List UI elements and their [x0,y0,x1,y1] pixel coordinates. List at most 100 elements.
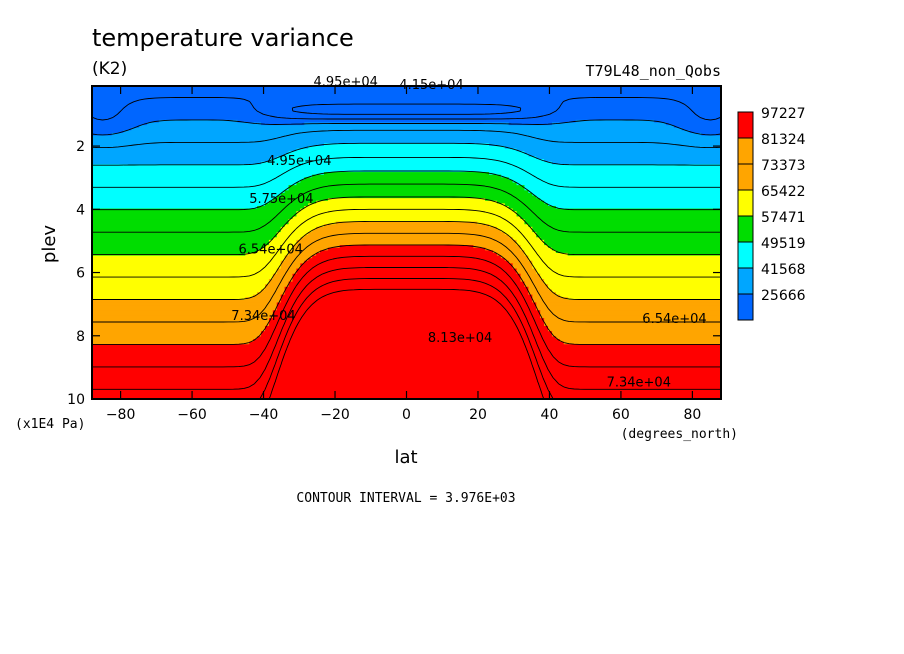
contour-band-cell [272,312,541,317]
contour-band-cell [92,310,274,314]
contour-band-cell [492,250,526,254]
legend-level-label: 73373 [761,158,806,174]
contour-band-cell [520,216,721,220]
contour-band-cell [524,250,557,254]
contour-band-cell [253,339,561,343]
y-axis-label: plev [39,225,60,264]
contour-band-cell [92,135,721,139]
contour-line [92,267,721,390]
chart-title: temperature variance [92,24,354,52]
contour-band-cell [532,226,721,231]
contour-band-cell [540,312,721,317]
contour-band-cell [92,305,278,309]
contour-band-cell [323,143,490,147]
contour-band-cell [473,245,522,249]
contour-band-cell [296,148,518,152]
contour-band-cell [532,263,721,267]
contour-band-cell [268,320,545,324]
contour-band-cell [92,284,266,288]
contour-band-cell [276,232,309,236]
legend-swatch [737,189,754,217]
contour-band-cell [92,268,278,272]
contour-band-cell [264,328,549,332]
contour-band-cell [280,265,301,270]
contour-band-cell [312,229,502,233]
contour-band-cell [524,219,721,223]
y-tick-label: 4 [76,202,85,218]
legend-swatch [737,137,754,165]
contour-band-cell [548,245,721,249]
contour-band-cell [92,341,250,345]
contour-band-cell [516,213,721,218]
contour-labels: 4.95e+04 4.15e+044.95e+045.75e+046.54e+04… [231,75,706,390]
contour-band-cell [92,211,298,215]
contour-band-cell [92,271,278,275]
contour-band-cell [288,221,337,225]
contour-band-cell [516,211,721,215]
contour-band-cell [92,250,258,254]
color-legend: 97227 81324 73373 65422 57471 49519 41568 25666 [737,106,806,321]
x-tick-label: −80 [106,407,136,423]
contour-band-cell [296,211,518,215]
contour-band-cell [257,250,290,254]
contour-band-cell [532,192,721,197]
contour-band-cell [316,226,498,231]
contour-band-cell [92,203,266,207]
contour-band-cell [504,203,549,207]
contour-band-cell [92,156,278,160]
contour-band-cell [524,252,569,257]
contour-band-cell [92,286,266,291]
contour-band-cell [654,119,721,124]
contour-band-cell [312,255,502,259]
y-tick-label: 8 [76,329,85,345]
contour-band-cell [92,213,298,218]
contour-line [268,288,545,399]
contour-band-cell [536,195,721,199]
contour-band-cell [131,127,683,131]
contour-band-cell [257,292,286,296]
contour-band-cell [276,271,298,275]
contour-band-cell [540,237,721,241]
contour-band-cell [264,325,549,330]
contour-band-cell [92,344,721,348]
contour-band-cell [308,203,506,207]
contour-band-cell [544,239,721,244]
x-axis-label: lat [394,447,417,468]
legend-swatch [737,241,754,269]
contour-band-cell [540,273,721,278]
contour-band-cell [92,99,721,103]
y-tick-label: 10 [67,392,85,408]
contour-band-cell [536,307,721,311]
contour-band-cell [575,119,655,124]
contour-band-cell [92,234,278,238]
contour-band-cell [92,255,286,259]
contour-band-cell [284,224,325,228]
contour-band-cell [335,221,478,225]
contour-band-cell [92,265,282,270]
x-tick-label: 60 [612,407,630,423]
contour-band-cell [500,255,529,259]
contour-band-cell [92,226,282,231]
contour-band-cell [520,273,541,278]
contour-band-cell [516,182,721,186]
contour-band-cell [536,271,721,275]
contour-band-cell [532,260,721,264]
contour-band-cell [158,119,239,124]
contour-band-cell [92,328,266,332]
contour-band-cell [665,122,721,126]
contour-band-cell [92,166,721,171]
contour-band-cell [92,125,140,129]
contour-band-cell [512,265,533,270]
contour-band-cell [268,239,298,244]
contour-band-cell [300,263,514,267]
contour-band-cell [92,372,721,377]
contour-band-cell [276,156,537,160]
contour-band-cell [532,299,721,304]
contour-band-cell [292,273,522,278]
contour-band-cell [92,273,274,278]
contour-band-cell [276,305,537,309]
contour-band-cell [92,195,278,199]
contour-band-cell [551,161,721,165]
contour-band-cell [264,286,286,291]
